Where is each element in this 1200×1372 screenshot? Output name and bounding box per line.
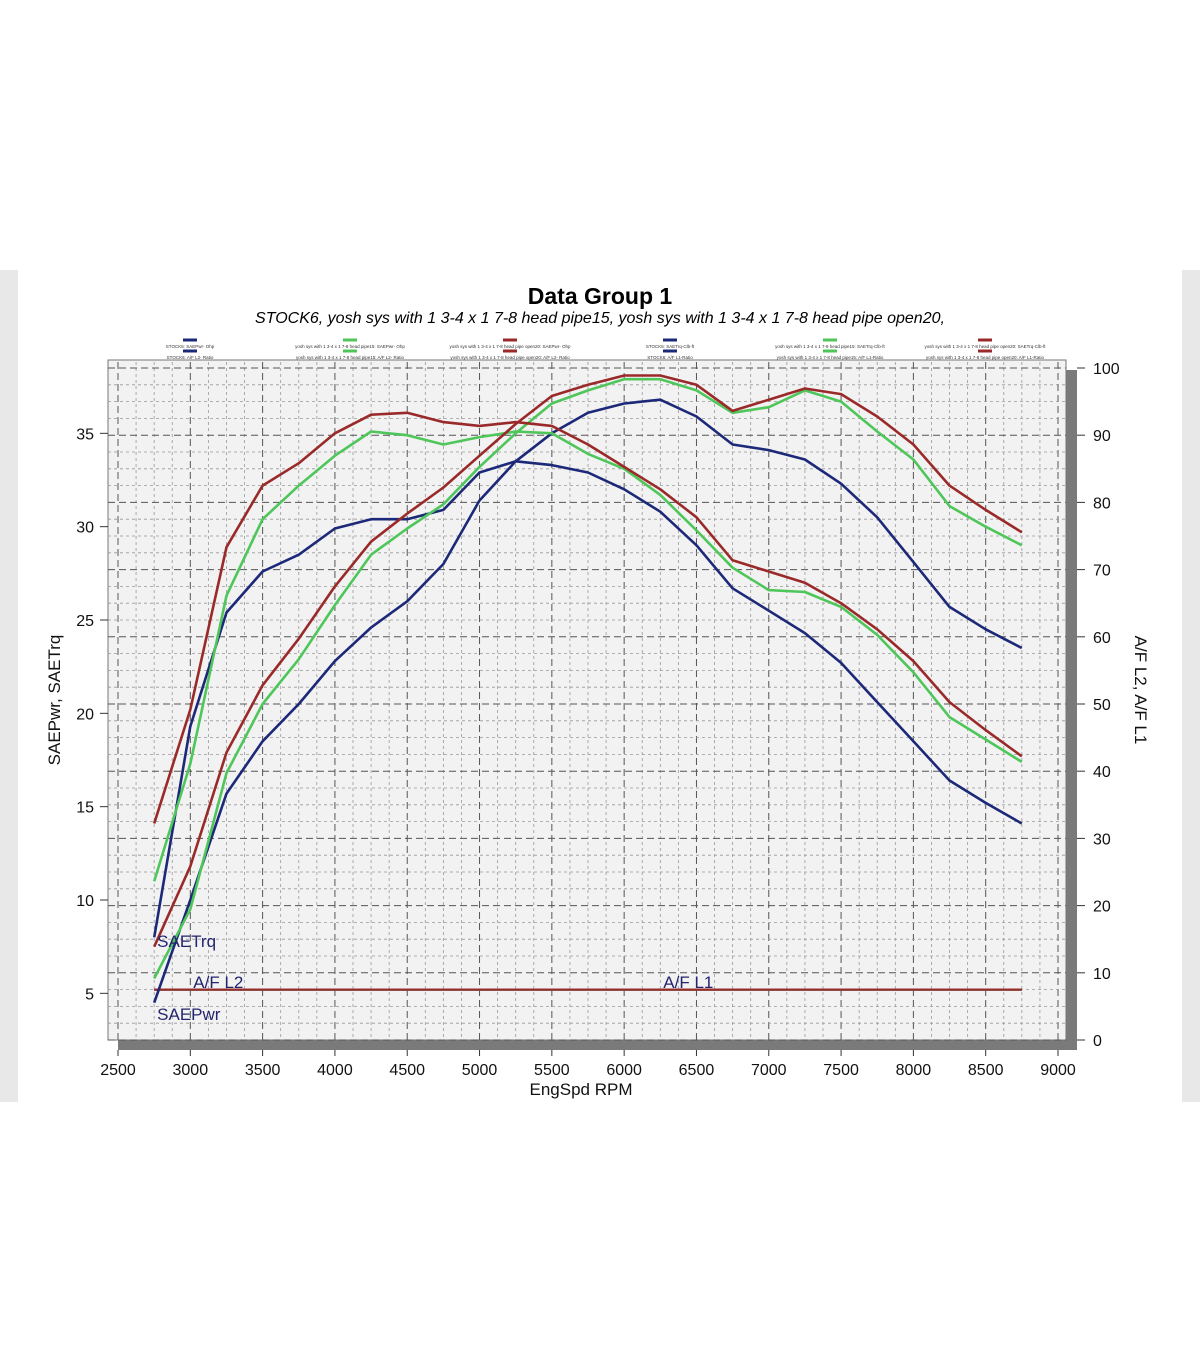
legend-swatch (503, 338, 517, 342)
axis-ticks: 2500 3000 3500 4000 4500 5000 5500 6000 6500 7000… (76, 361, 1120, 1079)
x-tick-label: 7000 (751, 1062, 787, 1079)
y-right-tick-label: 70 (1093, 563, 1111, 580)
legend-label: yosh sys with 1 3-4 x 1 7-8 head pipe15:… (775, 344, 885, 349)
y-right-tick-label: 80 (1093, 495, 1111, 512)
y-right-tick-label: 100 (1093, 361, 1120, 378)
y-left-tick-label: 15 (76, 800, 94, 817)
series-labels: SAETrq SAEPwr A/F L2 A/F L1 (157, 932, 713, 1024)
legend-label: yosh sys with 1 3-4 x 1 7-8 head pipe op… (925, 344, 1047, 349)
x-tick-label: 8000 (896, 1062, 932, 1079)
x-tick-label: 5500 (534, 1062, 570, 1079)
series-line (153, 374, 1023, 948)
legend-swatch (978, 349, 992, 353)
x-tick-label: 4500 (389, 1062, 425, 1079)
y-left-tick-label: 20 (76, 706, 94, 723)
legend-label: yosh sys with 1 3-4 x 1 7-8 head pipe15:… (295, 344, 405, 349)
legend-swatch (663, 349, 677, 353)
left-side-bar (0, 270, 18, 1102)
legend-label: yosh sys with 1 3-4 x 1 7-8 head pipe op… (926, 355, 1045, 360)
legend-swatch (503, 349, 517, 353)
plot-shadow (1066, 370, 1077, 1050)
grid-lines (108, 362, 1066, 1041)
series-line (152, 411, 1023, 824)
y-left-tick-label: 30 (76, 520, 94, 537)
x-tick-label: 5000 (462, 1062, 498, 1079)
legend-label: yosh sys with 1 3-4 x 1 7-8 head pipe op… (450, 355, 570, 360)
x-tick-label: 6000 (606, 1062, 642, 1079)
y-axis-right-title: A/F L2, A/F L1 (1131, 636, 1150, 745)
legend-swatch (823, 338, 837, 342)
y-right-tick-label: 30 (1093, 831, 1111, 848)
y-right-tick-label: 10 (1093, 966, 1111, 983)
annotation-label: A/F L2 (193, 973, 243, 992)
legend-swatch (183, 349, 197, 353)
y-axis-left-title: SAEPwr, SAETrq (45, 635, 64, 766)
chart-title: Data Group 1 (527, 283, 673, 309)
right-side-bar (1182, 270, 1200, 1102)
annotation-label: SAEPwr (157, 1005, 221, 1024)
x-tick-label: 7500 (823, 1062, 859, 1079)
series-line (152, 430, 1023, 882)
legend-label: yosh sys with 1 3-4 x 1 7-8 head pipe op… (449, 344, 571, 349)
legend-label: STOCK6: SAEPwr- Ohp (166, 344, 215, 349)
x-tick-label: 2500 (100, 1062, 136, 1079)
legend-swatch (343, 338, 357, 342)
y-left-tick-label: 25 (76, 613, 94, 630)
x-axis-title: EngSpd RPM (530, 1080, 633, 1099)
annotation-label: A/F L1 (663, 973, 713, 992)
annotation-label: SAETrq (157, 932, 216, 951)
legend: STOCK6: SAEPwr- Ohp STOCK6: A/F L2- Ratio… (166, 338, 1047, 360)
legend-label: STOCK6: A/F L1-Ratio (647, 355, 693, 360)
y-right-tick-label: 50 (1093, 697, 1111, 714)
series-lines (152, 374, 1023, 1004)
plot-area (107, 359, 1067, 1041)
x-tick-label: 3000 (173, 1062, 209, 1079)
y-right-tick-label: 40 (1093, 764, 1111, 781)
x-tick-label: 4000 (317, 1062, 353, 1079)
x-tick-label: 6500 (679, 1062, 715, 1079)
y-right-tick-label: 60 (1093, 630, 1111, 647)
legend-label: STOCK6: A/F L2- Ratio (167, 355, 214, 360)
x-tick-label: 3500 (245, 1062, 281, 1079)
legend-swatch (823, 349, 837, 353)
legend-label: STOCK6: SAETrq-Clb-ft (646, 344, 695, 349)
y-left-tick-label: 35 (76, 426, 94, 443)
x-tick-label: 8500 (968, 1062, 1004, 1079)
legend-label: yosh sys with 1 3-4 x 1 7-8 head pipe15:… (296, 355, 405, 360)
legend-swatch (183, 338, 197, 342)
legend-swatch (978, 338, 992, 342)
y-left-tick-label: 5 (85, 986, 94, 1003)
x-tick-label: 9000 (1040, 1062, 1076, 1079)
y-left-tick-label: 10 (76, 893, 94, 910)
legend-label: yosh sys with 1 3-4 x 1 7-8 head pipe15:… (777, 355, 884, 360)
chart-subtitle: STOCK6, yosh sys with 1 3-4 x 1 7-8 head… (255, 310, 945, 327)
plot-shadow-bottom (118, 1040, 1077, 1050)
y-right-tick-label: 0 (1093, 1033, 1102, 1050)
y-right-tick-label: 90 (1093, 428, 1111, 445)
y-right-tick-label: 20 (1093, 899, 1111, 916)
series-line (153, 377, 1023, 980)
legend-swatch (343, 349, 357, 353)
legend-swatch (663, 338, 677, 342)
series-line (152, 459, 1023, 938)
series-line (152, 398, 1023, 1004)
